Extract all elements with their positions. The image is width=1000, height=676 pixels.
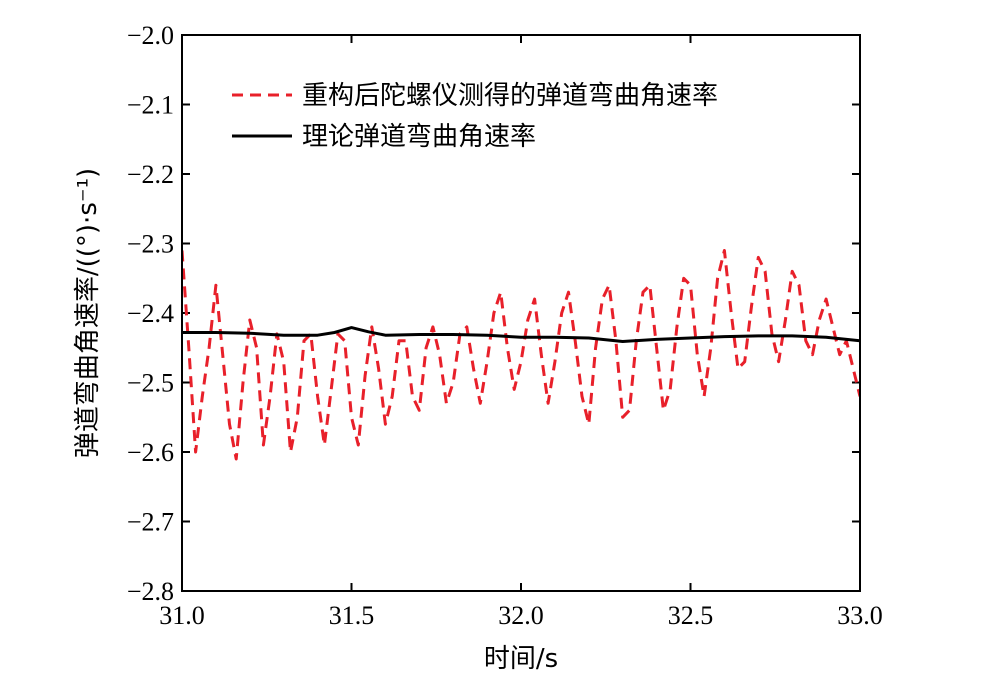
x-tick-label: 33.0 bbox=[837, 601, 883, 630]
y-tick-label: −2.8 bbox=[127, 577, 174, 606]
y-tick-label: −2.0 bbox=[127, 21, 174, 50]
legend-label-reconstructed: 重构后陀螺仪测得的弹道弯曲角速率 bbox=[302, 81, 718, 111]
y-tick-label: −2.3 bbox=[127, 230, 174, 259]
y-tick-label: −2.4 bbox=[127, 299, 174, 328]
plot-frame bbox=[181, 34, 861, 592]
y-axis-ticks: −2.0 −2.1 −2.2 −2.3 −2.4 −2.5 −2.6 −2.7 −2.8 bbox=[127, 21, 860, 606]
x-tick-label: 32.5 bbox=[668, 601, 714, 630]
x-axis-title: 时间/s bbox=[484, 644, 558, 674]
series-line-theoretical bbox=[182, 326, 860, 343]
x-axis-ticks: 31.0 31.5 32.0 32.5 33.0 bbox=[159, 35, 883, 630]
x-tick-label: 31.0 bbox=[159, 601, 205, 630]
legend: 重构后陀螺仪测得的弹道弯曲角速率 理论弹道弯曲角速率 bbox=[232, 81, 718, 152]
y-tick-label: −2.7 bbox=[127, 508, 174, 537]
legend-label-theoretical: 理论弹道弯曲角速率 bbox=[302, 122, 536, 152]
series-line-reconstructed bbox=[182, 249, 860, 461]
series-layer bbox=[182, 249, 860, 461]
y-axis-title: 弹道弯曲角速率/((°)·s⁻¹) bbox=[73, 168, 103, 458]
x-tick-label: 31.5 bbox=[329, 601, 375, 630]
x-tick-label: 32.0 bbox=[498, 601, 544, 630]
y-tick-label: −2.2 bbox=[127, 160, 174, 189]
y-tick-label: −2.5 bbox=[127, 369, 174, 398]
y-tick-label: −2.1 bbox=[127, 91, 174, 120]
y-tick-label: −2.6 bbox=[127, 438, 174, 467]
